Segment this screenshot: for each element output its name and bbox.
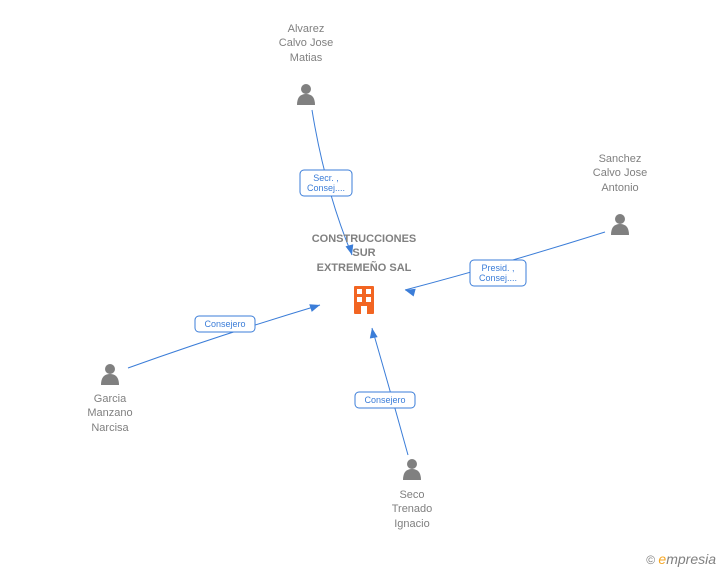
- network-diagram: Secr. ,Consej....Presid. ,Consej....Cons…: [0, 0, 728, 575]
- person-name: SanchezCalvo JoseAntonio: [575, 152, 665, 195]
- copyright-symbol: ©: [646, 553, 655, 567]
- edge-label: Consejero: [364, 395, 405, 405]
- edge-arrow: [368, 327, 378, 338]
- building-icon: [354, 286, 374, 314]
- copyright: © empresia: [646, 551, 716, 567]
- edge-label: Presid. ,Consej....: [479, 263, 517, 283]
- edge-line: [128, 305, 320, 368]
- edge-label: Consejero: [204, 319, 245, 329]
- person-icon: [101, 364, 119, 385]
- person-icon: [611, 214, 629, 235]
- person-name: SecoTrenadoIgnacio: [367, 488, 457, 531]
- person-name: AlvarezCalvo JoseMatias: [261, 22, 351, 65]
- company-name: CONSTRUCCIONESSUREXTREMEÑO SAL: [294, 232, 434, 275]
- brand-rest: mpresia: [666, 551, 716, 567]
- edge-arrow: [309, 301, 321, 312]
- person-icon: [403, 459, 421, 480]
- person-name: GarciaManzanoNarcisa: [65, 392, 155, 435]
- person-icon: [297, 84, 315, 105]
